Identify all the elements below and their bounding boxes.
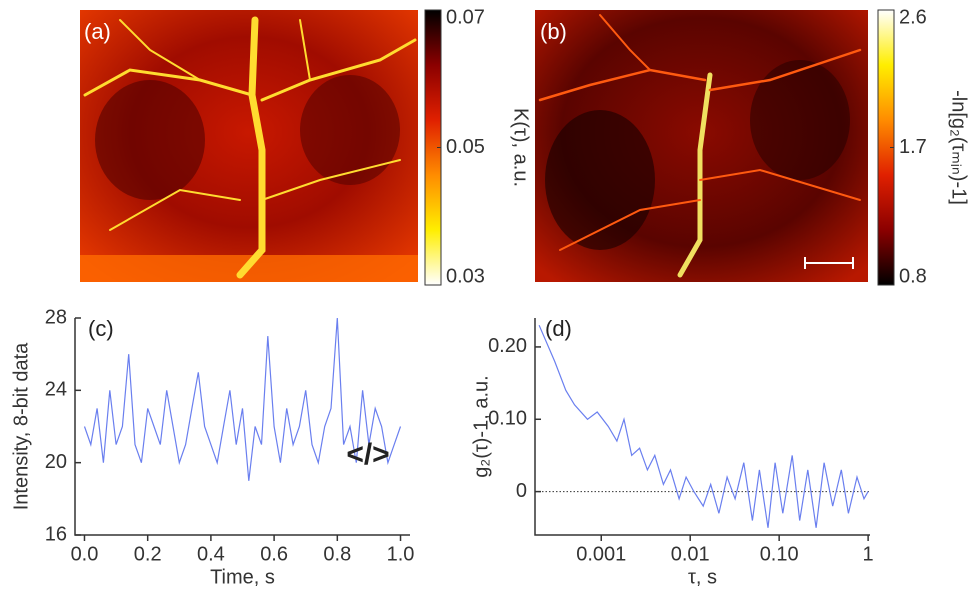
panel-label: (b) (540, 19, 567, 44)
colorbar-tick-label: 2.6 (899, 6, 927, 28)
x-tick-label: 0.2 (134, 543, 162, 565)
x-tick-label: 0.4 (197, 543, 225, 565)
y-tick-label: 20 (45, 451, 67, 473)
x-tick-label: 0.8 (323, 543, 351, 565)
x-tick-label: 0.01 (671, 543, 710, 565)
image-a (80, 10, 418, 282)
x-axis-label: τ, s (688, 566, 717, 588)
data-line (538, 324, 869, 528)
scale-bar (804, 257, 854, 269)
x-tick-label: 0.10 (760, 543, 799, 565)
y-tick-label: 28 (45, 306, 67, 328)
colorbar-tick-label: 0.8 (899, 265, 927, 287)
data-line (83, 317, 402, 481)
x-tick-label: 1 (863, 543, 874, 565)
image-b (535, 10, 868, 282)
y-tick-label: 0.20 (488, 335, 527, 357)
y-tick-label: 0.10 (488, 408, 527, 430)
panel-label: (a) (84, 19, 111, 44)
panel-label: (d) (545, 316, 572, 341)
x-axis-label: Time, s (210, 566, 275, 588)
y-axis-label: Intensity, 8-bit data (10, 342, 32, 510)
colorbar-label: K(τ), a.u. (510, 108, 532, 187)
colorbar-tick-label: 0.03 (446, 265, 485, 287)
y-tick-label: 16 (45, 523, 67, 545)
axes (74, 318, 410, 536)
axes (534, 318, 870, 536)
annotation: </> (346, 438, 389, 471)
x-tick-label: 0.6 (260, 543, 288, 565)
colorbar-tick-label: 1.7 (899, 136, 927, 158)
colorbar-tick-label: 0.05 (446, 136, 485, 158)
x-tick-label: 0.001 (576, 543, 626, 565)
x-tick-label: 1.0 (387, 543, 415, 565)
colorbar-label: -ln[g₂(τₘᵢₙ)-1] (948, 90, 970, 205)
x-tick-label: 0.0 (71, 543, 99, 565)
y-tick-label: 0 (516, 480, 527, 502)
y-tick-label: 24 (45, 379, 67, 401)
panel-label: (c) (88, 316, 114, 341)
y-axis-label: g₂(τ)-1, a.u. (470, 375, 492, 477)
colorbar-tick-label: 0.07 (446, 6, 485, 28)
